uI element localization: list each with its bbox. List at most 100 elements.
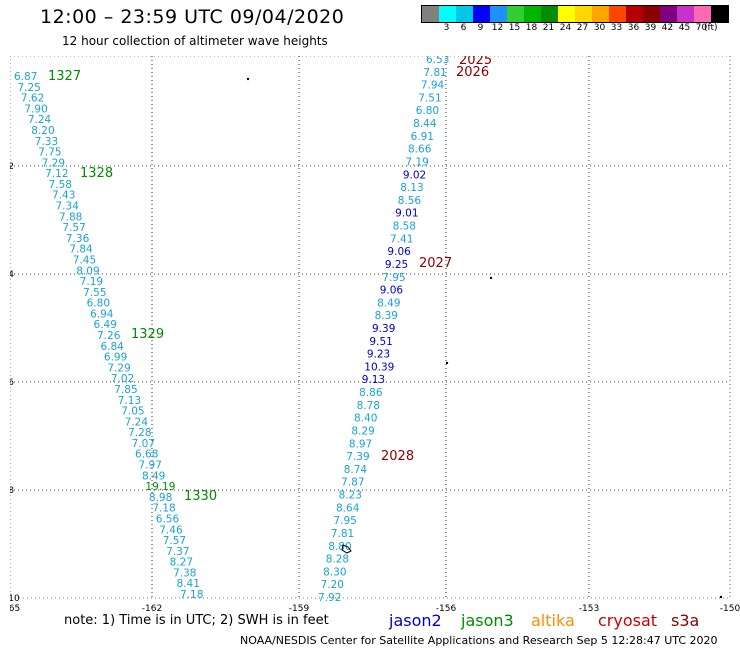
legend-label: 24 <box>559 23 572 33</box>
y-tick-label: 0 <box>10 56 11 62</box>
wave-height-label: 7.19 <box>405 156 428 168</box>
island-dot <box>719 595 723 599</box>
x-tick-label: -153 <box>579 604 599 614</box>
wave-height-label: 8.39 <box>375 310 398 322</box>
map-small-marks <box>246 77 723 599</box>
island-dot <box>246 77 250 81</box>
x-tick-label: -165 <box>10 604 20 614</box>
wave-height-label: 8.40 <box>354 413 377 425</box>
wave-height-label: 8.66 <box>408 144 432 156</box>
legend-swatch <box>422 6 439 22</box>
legend-swatch <box>609 6 626 22</box>
wave-height-label: 8.09 <box>76 265 99 277</box>
wave-height-label: 9.01 <box>395 208 418 220</box>
wave-height-label: 7.02 <box>111 373 134 385</box>
legend-swatch <box>626 6 643 22</box>
wave-height-label: 7.39 <box>346 451 369 463</box>
wave-height-label: 7.37 <box>166 546 189 558</box>
wave-height-label: 7.97 <box>139 460 162 472</box>
wave-height-label: 7.94 <box>421 80 445 92</box>
wave-height-label: 7.24 <box>125 416 149 428</box>
pass-label: 2025 <box>459 56 492 68</box>
legend-unit: (ft) <box>704 23 718 33</box>
wave-height-label: 7.84 <box>69 244 93 256</box>
pass-label: 1327 <box>48 69 81 84</box>
map-tick-labels: -165 -162 -159 -156 -153 -150 0 -2 -4 -6 -8 -10 <box>10 56 740 614</box>
legend-swatch <box>677 6 694 22</box>
satellite-name: altika <box>531 611 575 630</box>
x-tick-label: -156 <box>436 604 457 614</box>
wave-height-label: 9.02 <box>403 169 426 181</box>
pass-label: 2028 <box>381 449 414 464</box>
wave-height-label: 9.13 <box>362 374 385 386</box>
legend-label: 6 <box>460 23 467 33</box>
wave-height-label: 8.98 <box>149 492 172 504</box>
wave-height-label: 8.58 <box>393 221 416 233</box>
wave-height-label: 9.25 <box>385 259 408 271</box>
wave-height-label: 8.49 <box>142 470 165 482</box>
legend-label: 12 <box>491 23 504 33</box>
island-dot <box>489 276 493 280</box>
wave-height-label: 7.19 <box>80 276 103 288</box>
legend-swatch <box>524 6 541 22</box>
legend-label: 45 <box>678 23 691 33</box>
legend-label: 70 <box>695 23 708 33</box>
wave-height-label: 7.55 <box>83 287 106 299</box>
legend-swatch <box>541 6 558 22</box>
wave-height-label: 8.30 <box>323 566 346 578</box>
wave-height-label: 8.44 <box>413 118 437 130</box>
wave-height-label: 7.18 <box>152 503 175 515</box>
wave-height-label: 7.29 <box>107 362 130 374</box>
x-tick-label: -162 <box>142 604 162 614</box>
wave-height-label: 7.43 <box>52 190 75 202</box>
legend-label: 9 <box>477 23 484 33</box>
island-outline <box>341 544 352 554</box>
wave-height-label: 7.28 <box>128 427 151 439</box>
wave-height-label: 6.53 <box>426 56 449 66</box>
wave-height-label: 9.23 <box>367 349 390 361</box>
wave-height-label: 6.99 <box>104 352 127 364</box>
track-1327-1330: 6.877.257.627.907.248.207.337.757.297.12… <box>14 71 203 601</box>
wave-height-label: 7.46 <box>159 524 183 536</box>
wave-height-label: 8.56 <box>398 195 422 207</box>
legend-swatch <box>558 6 575 22</box>
wave-height-label: 7.12 <box>45 168 68 180</box>
wave-height-label: 7.05 <box>121 406 144 418</box>
wave-height-label: 8.97 <box>349 438 372 450</box>
wave-height-label: 7.36 <box>66 233 90 245</box>
pass-label: 2026 <box>456 65 489 80</box>
satellite-name: s3a <box>671 611 700 630</box>
wave-height-label: 7.07 <box>132 438 155 450</box>
wave-height-label: 7.41 <box>390 233 413 245</box>
wave-height-label: 7.34 <box>56 201 80 213</box>
legend-label: 36 <box>627 23 640 33</box>
pass-label: 1329 <box>131 327 164 342</box>
wave-height-label: 6.84 <box>100 341 124 353</box>
wave-height-label: 7.62 <box>21 93 44 105</box>
wave-height-label: 7.25 <box>17 82 40 94</box>
wave-height-label: 7.95 <box>333 515 356 527</box>
legend-label: 3 <box>443 23 450 33</box>
wave-height-label: 7.88 <box>59 211 82 223</box>
y-tick-label: -10 <box>10 594 20 604</box>
legend-swatch <box>490 6 507 22</box>
legend-label: 39 <box>644 23 657 33</box>
wave-height-label: 7.24 <box>28 114 52 126</box>
wave-height-label: 6.80 <box>416 105 439 117</box>
wave-height-label: 7.38 <box>173 567 196 579</box>
wave-height-label: 8.13 <box>400 182 423 194</box>
pass-label: 2027 <box>419 256 452 271</box>
satellite-name: cryosat <box>598 611 658 630</box>
wave-height-label: 8.28 <box>326 554 349 566</box>
wave-height-label: 8.27 <box>170 557 193 569</box>
wave-height-label: 8.78 <box>357 400 380 412</box>
wave-height-label: 10.39 <box>364 361 394 373</box>
wave-height-label: 9.51 <box>369 336 392 348</box>
wave-height-label: 7.20 <box>321 579 344 591</box>
wave-height-label: 8.41 <box>177 578 200 590</box>
legend-label: 42 <box>661 23 674 33</box>
track-2025-2028: 6.537.817.947.516.808.446.918.667.199.02… <box>318 56 449 604</box>
wave-height-label: 7.51 <box>418 92 441 104</box>
wave-height-label: 6.94 <box>90 308 114 320</box>
